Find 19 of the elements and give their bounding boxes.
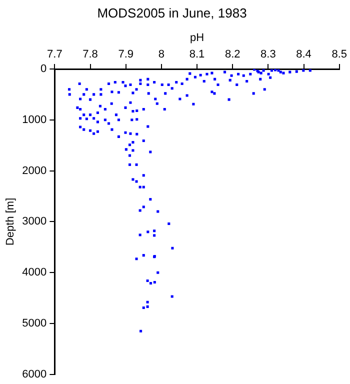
y-tick-label: 2000	[22, 164, 47, 177]
x-tick-label: 7.9	[118, 48, 134, 60]
y-tick-label: 6000	[22, 368, 47, 380]
y-tick-label: 0	[40, 63, 47, 76]
y-tick-label: 3000	[22, 216, 47, 228]
x-tick-label: 8	[158, 48, 164, 60]
x-tick-label: 7.7	[47, 48, 62, 60]
chart-title: MODS2005 in June, 1983	[97, 5, 247, 20]
x-tick-label: 7.8	[82, 48, 98, 60]
y-tick-label: 4000	[22, 266, 47, 279]
x-axis-title: pH	[190, 32, 204, 44]
y-tick-label: 5000	[22, 318, 47, 330]
x-tick-label: 8.2	[224, 48, 240, 60]
x-tick-label: 8.1	[189, 48, 205, 60]
y-axis-title: Depth [m]	[4, 198, 17, 246]
x-tick-label: 8.3	[260, 48, 276, 60]
y-tick-label: 1000	[22, 114, 47, 126]
x-tick-label: 8.4	[296, 48, 312, 60]
x-tick-label: 8.5	[332, 48, 348, 60]
